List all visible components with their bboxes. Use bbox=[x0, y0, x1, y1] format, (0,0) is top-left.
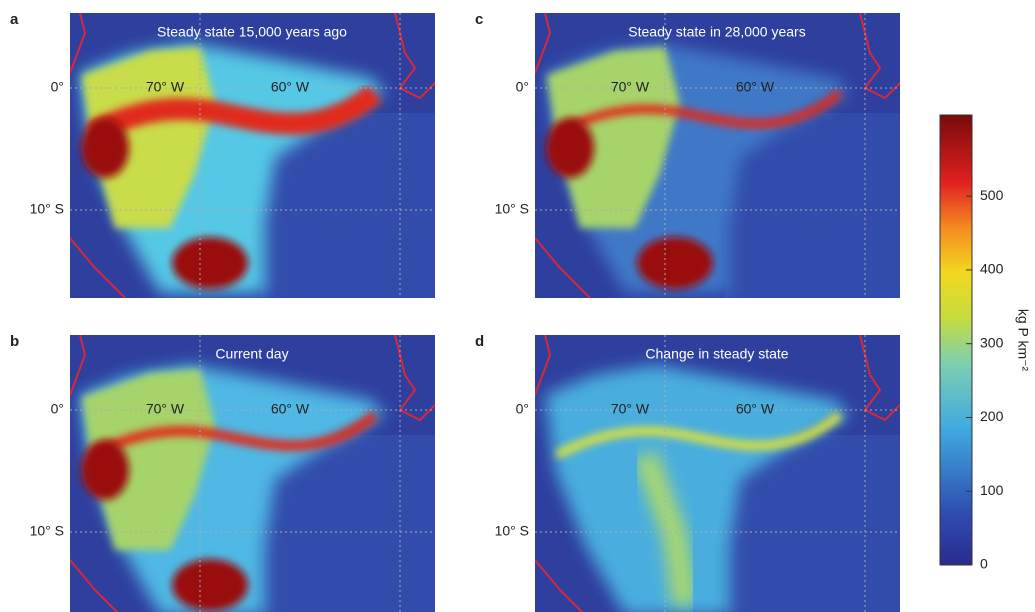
coastline bbox=[70, 335, 435, 612]
halo bbox=[545, 365, 850, 612]
river-band bbox=[554, 89, 843, 137]
lon-label: 60° W bbox=[736, 79, 775, 95]
river-band bbox=[86, 84, 382, 143]
hotspot bbox=[81, 118, 129, 178]
hotspot bbox=[637, 237, 713, 289]
panel-letter: a bbox=[10, 11, 19, 28]
panel-letter: c bbox=[475, 11, 483, 28]
lon-label: 60° W bbox=[736, 401, 775, 417]
lon-label: 70° W bbox=[611, 79, 650, 95]
panel-title: Current day bbox=[215, 346, 288, 362]
panel-letter: d bbox=[475, 333, 484, 350]
lat-label: 10° S bbox=[30, 523, 64, 539]
lat-label: 0° bbox=[51, 79, 64, 95]
lat-label: 0° bbox=[516, 401, 529, 417]
river-band bbox=[89, 411, 379, 460]
colorbar-tick-label: 100 bbox=[980, 482, 1004, 498]
hotspot bbox=[172, 559, 248, 611]
land-area bbox=[82, 369, 215, 550]
land-area bbox=[82, 47, 215, 228]
river-band bbox=[554, 411, 843, 459]
lat-label: 10° S bbox=[495, 523, 529, 539]
lon-label: 70° W bbox=[611, 401, 650, 417]
hotspot bbox=[546, 118, 594, 178]
panel-title: Steady state in 28,000 years bbox=[628, 24, 805, 40]
colorbar-label: kg P km⁻² bbox=[1015, 309, 1031, 372]
colorbar-tick-label: 500 bbox=[980, 187, 1004, 203]
coastline bbox=[535, 13, 900, 298]
panel-title: Change in steady state bbox=[645, 346, 788, 362]
coastline bbox=[70, 13, 435, 298]
lat-label: 0° bbox=[51, 401, 64, 417]
lon-label: 70° W bbox=[146, 401, 185, 417]
panel-title: Steady state 15,000 years ago bbox=[157, 24, 347, 40]
colorbar-tick-label: 300 bbox=[980, 334, 1004, 350]
lon-label: 60° W bbox=[271, 401, 310, 417]
map-panel bbox=[535, 335, 900, 612]
lat-label: 10° S bbox=[30, 201, 64, 217]
lon-label: 60° W bbox=[271, 79, 310, 95]
colorbar-tick-label: 200 bbox=[980, 408, 1004, 424]
coastline bbox=[535, 335, 900, 612]
colorbar-tick-label: 400 bbox=[980, 261, 1004, 277]
lat-label: 0° bbox=[516, 79, 529, 95]
panel-letter: b bbox=[10, 333, 19, 350]
map-panel bbox=[70, 13, 435, 298]
land-area bbox=[547, 47, 680, 228]
map-panel bbox=[535, 13, 900, 298]
colorbar bbox=[939, 114, 973, 566]
lon-label: 70° W bbox=[146, 79, 185, 95]
map-panel bbox=[70, 335, 435, 612]
hotspot bbox=[81, 440, 129, 500]
change-band bbox=[633, 450, 697, 607]
hotspot bbox=[172, 237, 248, 289]
colorbar-tick-label: 0 bbox=[980, 556, 988, 572]
lat-label: 10° S bbox=[495, 201, 529, 217]
